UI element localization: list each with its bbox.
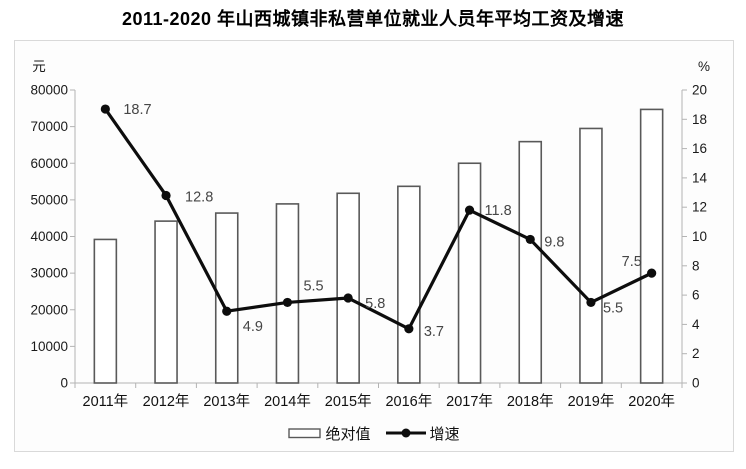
bar-2018年 <box>518 140 543 384</box>
left-axis-tick-label: 70000 <box>30 119 68 134</box>
growth-marker-2020年 <box>647 268 657 278</box>
right-axis-tick-label: 8 <box>692 258 700 273</box>
x-axis-category-label: 2020年 <box>628 393 675 410</box>
growth-value-label-2020年: 7.5 <box>622 254 642 270</box>
growth-value-label-2013年: 4.9 <box>243 319 263 335</box>
growth-marker-2016年 <box>404 324 414 334</box>
x-axis-category-label: 2014年 <box>264 393 311 410</box>
growth-value-label-2016年: 3.7 <box>424 324 444 340</box>
bar-2014年 <box>275 203 300 384</box>
left-axis-tick-label: 10000 <box>30 339 68 354</box>
bar-2015年 <box>336 192 360 384</box>
growth-value-label-2012年: 12.8 <box>185 189 213 205</box>
bar-2020年 <box>639 108 664 384</box>
right-axis-tick-label: 0 <box>692 376 700 391</box>
growth-marker-2011年 <box>100 104 110 114</box>
bar-2013年 <box>214 212 239 384</box>
right-axis-tick-label: 14 <box>692 170 708 185</box>
right-axis-tick-label: 10 <box>692 229 707 244</box>
growth-marker-2014年 <box>282 297 293 308</box>
legend-label-absolute-value: 绝对值 <box>325 425 371 443</box>
legend-label-growth-rate: 增速 <box>429 425 460 443</box>
x-axis-category-label: 2018年 <box>507 393 554 410</box>
left-axis-tick-label: 30000 <box>30 266 68 281</box>
bar-2012年 <box>154 220 178 384</box>
right-axis-unit-label: % <box>698 59 710 74</box>
left-axis-tick-label: 50000 <box>30 192 68 207</box>
left-axis-tick-label: 20000 <box>30 302 68 317</box>
x-axis-category-label: 2017年 <box>446 393 493 410</box>
right-axis-tick-label: 2 <box>692 346 700 361</box>
x-axis-category-label: 2019年 <box>568 393 615 410</box>
growth-value-label-2015年: 5.8 <box>365 296 385 312</box>
left-axis-unit-label: 元 <box>32 59 46 74</box>
x-axis-category-label: 2011年 <box>83 393 129 410</box>
bar-2011年 <box>93 238 118 384</box>
growth-value-label-2019年: 5.5 <box>603 300 623 316</box>
right-axis-tick-label: 6 <box>692 288 700 303</box>
x-axis-category-label: 2013年 <box>203 393 250 410</box>
chart-legend: 绝对值 增速 <box>15 423 733 443</box>
left-axis-tick-label: 40000 <box>30 229 68 244</box>
bar-2019年 <box>579 127 603 384</box>
right-axis-tick-label: 18 <box>692 112 707 127</box>
right-axis-tick-label: 12 <box>692 200 707 215</box>
right-axis-tick-label: 16 <box>692 141 707 156</box>
growth-marker-2013年 <box>222 306 232 316</box>
growth-value-label-2011年: 18.7 <box>123 102 151 118</box>
growth-marker-2012年 <box>161 190 171 201</box>
growth-value-label-2014年: 5.5 <box>303 278 323 294</box>
chart-title: 2011-2020 年山西城镇非私营单位就业人员年平均工资及增速 <box>121 9 625 29</box>
growth-line <box>104 108 653 331</box>
x-axis-category-label: 2016年 <box>385 393 432 410</box>
bar-2016年 <box>397 185 421 384</box>
x-axis-category-label: 2012年 <box>143 393 190 410</box>
growth-marker-2018年 <box>525 234 535 245</box>
legend-line-swatch-icon <box>385 428 426 438</box>
growth-marker-2017年 <box>464 205 475 215</box>
bar-2017年 <box>457 162 482 384</box>
growth-marker-2019年 <box>586 297 596 308</box>
growth-value-label-2018年: 9.8 <box>544 234 564 250</box>
legend-bar-swatch-icon <box>288 428 322 439</box>
left-axis-tick-label: 0 <box>60 376 68 391</box>
growth-marker-2015年 <box>343 293 353 303</box>
chart-panel: 0 10000 20000 30000 40000 50000 60000 70000 8000… <box>14 40 734 452</box>
right-axis-tick-label: 4 <box>692 317 700 332</box>
chart-canvas: 0 10000 20000 30000 40000 50000 60000 70000 8000… <box>30 59 710 410</box>
x-axis-category-label: 2015年 <box>325 393 372 410</box>
left-axis-tick-label: 80000 <box>30 83 68 98</box>
left-axis-tick-label: 60000 <box>30 156 68 171</box>
growth-value-label-2017年: 11.8 <box>485 203 512 219</box>
right-axis-tick-label: 20 <box>692 83 707 98</box>
